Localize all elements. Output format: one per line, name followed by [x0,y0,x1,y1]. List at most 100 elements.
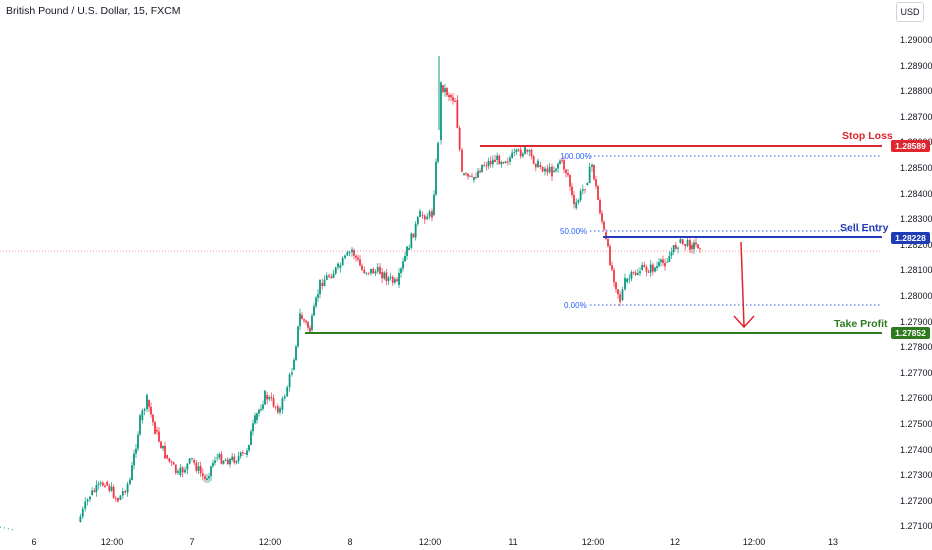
candle-body [506,161,509,163]
candle-body [565,169,567,174]
candle-body [288,374,291,388]
candle-body [444,88,446,92]
sell-arrow-head [733,315,755,329]
candle-body [246,450,248,455]
candle-body [184,469,186,473]
price-tick: 1.28000 [900,291,932,301]
candle-body [477,171,479,178]
candle-body [229,458,231,465]
price-tick: 1.27800 [900,342,932,353]
candle-body [303,319,305,321]
candle-body [693,242,695,250]
candle-body [613,270,615,283]
candle-body [351,249,353,253]
candle-body [86,499,89,502]
price-chart[interactable] [0,0,882,536]
candle-body [307,322,309,328]
candle-body [295,346,297,360]
candle-body [365,272,368,274]
candle-body [485,165,488,167]
candle-body [387,277,390,281]
candle-body [214,460,216,463]
candle-body [186,463,189,470]
candle-body [210,466,212,477]
candle-body [164,445,166,459]
candle-body [426,216,429,220]
candle-body [383,272,386,279]
candle-body [435,161,437,195]
candle-body [370,268,372,274]
candle-body [670,252,673,256]
candle-body [131,465,133,480]
candle-body [584,189,586,191]
time-tick: 12:00 [581,537,605,547]
candle-body [575,202,578,208]
price-tick: 1.27900 [900,316,932,327]
candle-body [456,100,459,128]
candle-body [686,240,689,247]
candle-body [461,149,463,172]
candle-body [433,194,435,215]
candle-body [448,95,450,98]
candle-body [546,168,549,173]
candle-body [563,160,565,170]
price-tick: 1.27700 [900,367,932,378]
candle-body [553,170,555,172]
candle-body [647,271,650,273]
candle-body [141,410,144,420]
candle-body [494,159,496,163]
candle-body [135,448,137,454]
candle-body [396,279,398,281]
price-tick: 1.27200 [900,495,932,506]
candle-body [465,173,467,175]
candle-body [605,232,607,240]
candle-body [398,273,400,285]
candle-body [133,453,135,466]
candle-body [367,272,370,274]
candle-body [126,483,129,493]
candle-body [233,456,236,463]
candle-body [557,163,559,169]
time-axis[interactable]: 6 12:00 7 12:00 8 12:00 11 12:00 12 12:00 13 [0,536,882,550]
candle-body [348,252,351,253]
candle-body [174,464,177,473]
candle-body [437,142,439,162]
candle-body [319,279,321,295]
fib-label-100: 100.00% [560,152,592,161]
candle-body [442,85,444,92]
candle-body [152,414,154,423]
candle-body [363,270,366,274]
candle-body [172,462,175,465]
candle-body [624,278,626,290]
candle-body [695,242,697,245]
candle-body [274,406,277,408]
candle-body [630,271,633,279]
candle-body [299,313,301,327]
currency-button[interactable]: USD [896,2,924,22]
candle-body [539,165,542,167]
candle-body [143,409,146,411]
candle-body [106,482,109,486]
candle-body [548,166,551,173]
price-tick: 1.28500 [900,163,932,173]
candle-body [264,390,266,405]
candle-body [404,255,406,262]
candle-body [586,183,589,185]
candle-body [504,161,507,164]
time-tick: 8 [347,537,353,547]
candle-body [528,150,531,152]
candle-body [400,268,402,274]
price-axis[interactable]: 1.290001.289001.288001.287001.286001.285… [882,22,932,536]
candle-body [281,398,284,410]
candle-body [626,278,629,282]
candle-body [607,239,609,247]
candle-body [469,175,471,177]
candle-body [231,456,234,460]
stop-loss-label: Stop Loss [842,130,893,142]
candle-body [541,166,544,172]
candle-body [101,482,104,486]
candle-body [611,265,613,270]
candle-body [601,213,603,222]
candle-body [199,466,202,474]
candle-body [691,245,693,250]
